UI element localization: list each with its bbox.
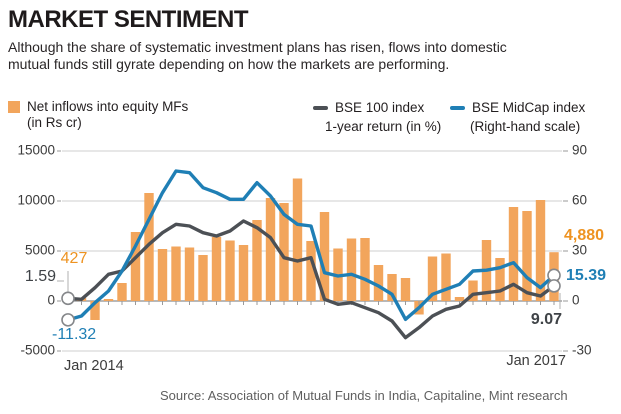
right-axis-label: 90: [572, 143, 587, 158]
right-axis-label: 60: [572, 193, 587, 208]
left-axis-label: 10000: [17, 193, 55, 208]
legend-item-net-inflows: Net inflows into equity MFs: [8, 99, 188, 114]
bar-jun-2015: [292, 178, 303, 301]
bar-oct-2014: [184, 247, 195, 301]
subtitle-line-1: Although the share of systematic investm…: [8, 39, 507, 55]
bar-jun-2016: [454, 297, 465, 301]
bar-oct-2015: [346, 238, 357, 301]
x-label-end: Jan 2017: [506, 353, 566, 369]
sentiment-chart: 15000 90 10000 60 5000 30 0 0 -5000 -30 427 1.59 -11…: [0, 143, 621, 383]
bar-dec-2016: [535, 200, 546, 301]
legend-label-midcap: BSE MidCap index: [472, 100, 586, 115]
right-axis-label: 0: [572, 293, 580, 308]
bar-oct-2016: [508, 207, 519, 301]
midcap-line-swatch-icon: [450, 105, 465, 110]
bse100-line-swatch-icon: [313, 105, 328, 110]
bar-nov-2016: [522, 211, 532, 301]
bar-nov-2015: [360, 238, 370, 301]
bar-dec-2014: [211, 237, 222, 301]
left-axis-label: 5000: [25, 243, 55, 258]
bar-swatch-icon: [8, 100, 20, 113]
legend-sublabel-bse100: 1-year return (in %): [325, 119, 442, 134]
bar-jan-2015: [225, 240, 235, 301]
right-axis-label: -30: [572, 343, 592, 358]
bar-may-2016: [441, 253, 451, 301]
bar-aug-2015: [319, 212, 330, 301]
bar-apr-2015: [265, 198, 276, 301]
x-label-start: Jan 2014: [64, 358, 124, 374]
bar-may-2015: [279, 203, 289, 301]
left-axis-label: -5000: [20, 343, 55, 358]
legend-item-midcap: BSE MidCap index: [450, 100, 585, 115]
annotation-bar-start: 427: [61, 250, 88, 267]
bar-sep-2014: [171, 246, 181, 301]
annotation-bar-end: 4,880: [564, 227, 604, 244]
midcap-line: [66, 169, 556, 322]
chart-canvas: 15000 90 10000 60 5000 30 0 0 -5000 -30 427 1.59 -11…: [17, 143, 606, 374]
left-axis-label: 0: [47, 293, 55, 308]
bar-aug-2014: [157, 249, 168, 301]
page-title: MARKET SENTIMENT: [8, 6, 249, 33]
bar-apr-2014: [103, 299, 114, 301]
bar-jul-2016: [468, 280, 478, 301]
bar-dec-2015: [373, 265, 384, 301]
bar-jul-2015: [306, 241, 316, 301]
endpoint-marker: [61, 291, 75, 306]
bar-sep-2016: [495, 258, 505, 301]
bar-jul-2014: [144, 193, 154, 301]
bar-nov-2014: [198, 255, 208, 301]
bar-feb-2016: [400, 278, 411, 301]
annotation-midcap-end: 15.39: [566, 267, 606, 284]
bar-apr-2016: [427, 256, 438, 301]
left-axis-label: 15000: [17, 143, 55, 158]
endpoint-marker: [547, 279, 561, 293]
bar-mar-2014: [90, 301, 100, 320]
annotation-midcap-start: -11.32: [52, 326, 96, 343]
legend-sublabel-net-inflows: (in Rs cr): [27, 115, 82, 130]
bar-may-2014: [117, 283, 127, 301]
legend-sublabel-midcap: (Right-hand scale): [470, 119, 581, 134]
bar-jan-2016: [387, 274, 397, 301]
bar-jun-2014: [130, 232, 141, 301]
annotation-bse100-end: 9.07: [531, 311, 562, 328]
annotation-bse100-start: 1.59: [25, 268, 56, 285]
subtitle-line-2: mutual funds still gyrate depending on h…: [8, 56, 450, 72]
endpoint-marker: [61, 313, 75, 327]
legend-label-bse100: BSE 100 index: [335, 100, 425, 115]
legend-item-bse100: BSE 100 index: [313, 100, 424, 115]
legend-label-net-inflows: Net inflows into equity MFs: [27, 99, 189, 114]
source-note: Source: Association of Mutual Funds in I…: [160, 388, 568, 403]
bar-mar-2015: [252, 220, 262, 301]
chart-subtitle: Although the share of systematic investm…: [8, 39, 507, 73]
bar-feb-2015: [238, 245, 249, 301]
right-axis-label: 30: [572, 243, 587, 258]
bse100-line: [66, 219, 556, 340]
